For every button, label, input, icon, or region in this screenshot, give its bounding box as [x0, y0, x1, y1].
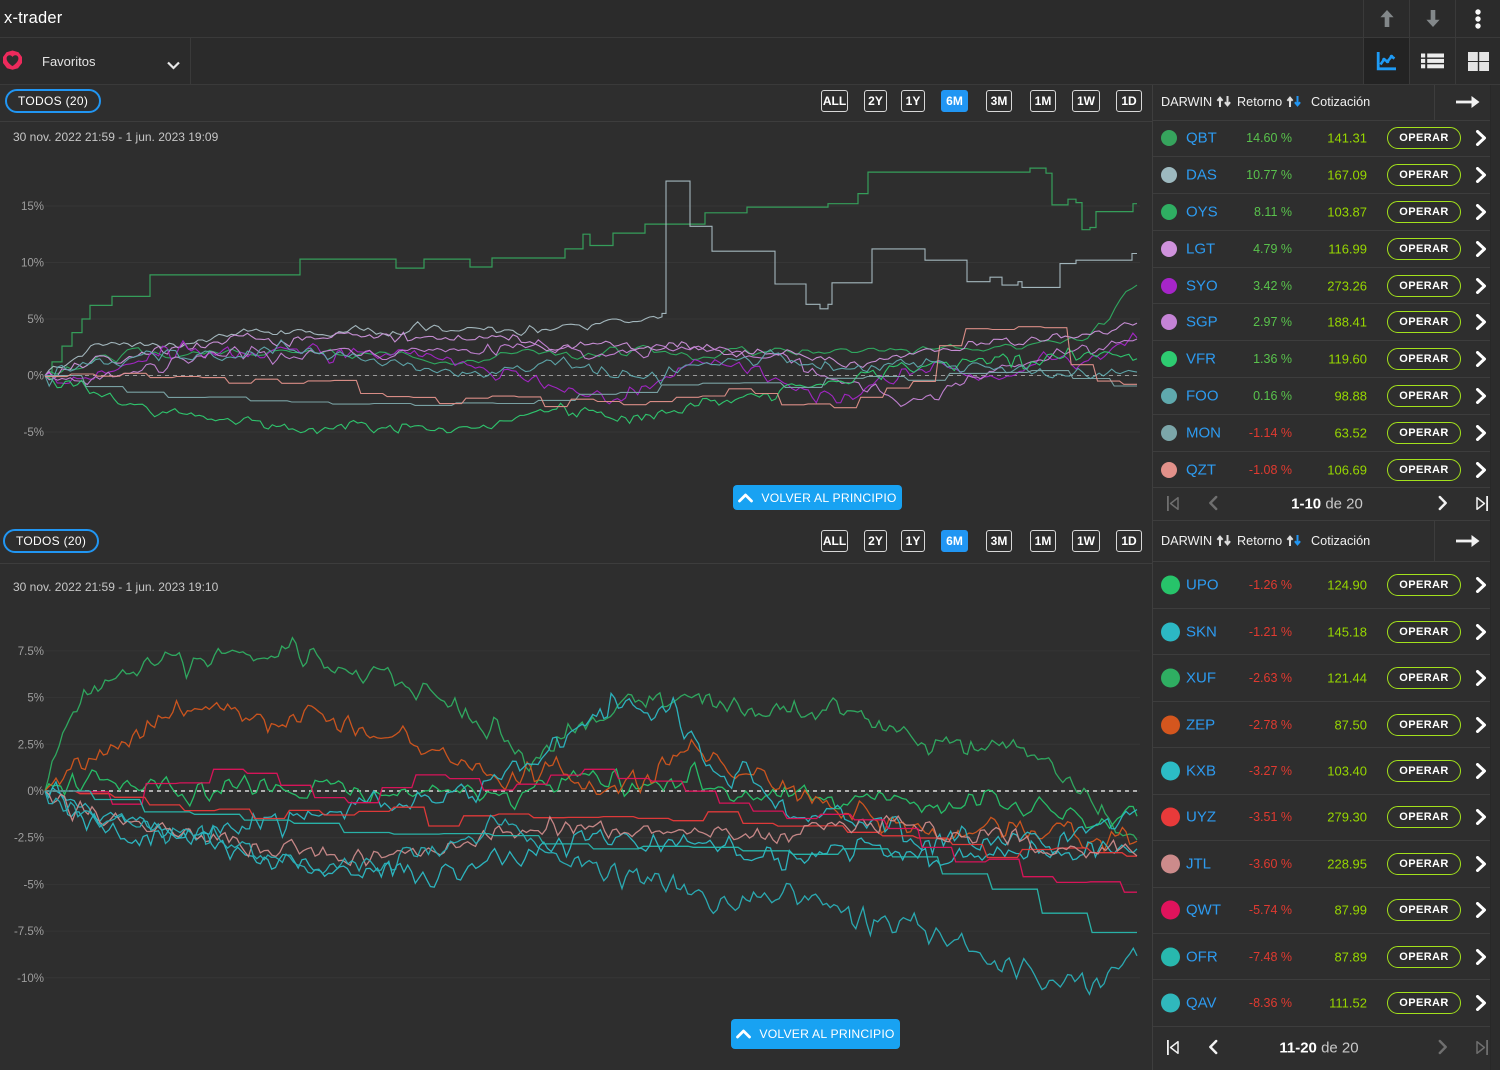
- svg-text:-5%: -5%: [24, 879, 44, 891]
- svg-text:-5%: -5%: [24, 427, 44, 439]
- svg-text:0%: 0%: [27, 786, 44, 798]
- svg-text:7.5%: 7.5%: [18, 646, 44, 658]
- svg-text:-10%: -10%: [17, 973, 44, 985]
- svg-text:-7.5%: -7.5%: [14, 926, 44, 938]
- svg-text:10%: 10%: [21, 258, 44, 270]
- svg-text:0%: 0%: [27, 371, 44, 383]
- svg-text:15%: 15%: [21, 201, 44, 213]
- svg-text:2.5%: 2.5%: [18, 739, 44, 751]
- svg-text:5%: 5%: [27, 314, 44, 326]
- svg-text:-2.5%: -2.5%: [14, 833, 44, 845]
- svg-text:5%: 5%: [27, 693, 44, 705]
